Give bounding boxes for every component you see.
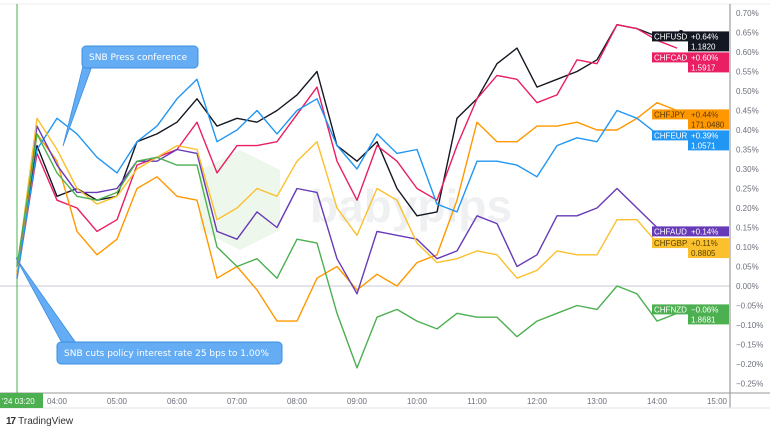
x-tick-label: 12:00 bbox=[527, 397, 548, 406]
tradingview-logo[interactable]: 17 TradingView bbox=[6, 416, 73, 427]
brand-label: TradingView bbox=[18, 416, 74, 427]
series-value-tag bbox=[688, 109, 729, 130]
watermark-hexagon-icon bbox=[200, 150, 280, 250]
x-tick-label: 13:00 bbox=[587, 397, 608, 406]
callout-text: SNB cuts policy interest rate 25 bps to … bbox=[64, 349, 269, 359]
series-name-tag bbox=[652, 52, 688, 63]
x-tick-label: 06:00 bbox=[167, 397, 188, 406]
x-tick-label: 11:00 bbox=[467, 397, 487, 406]
series-line-chfeur[interactable] bbox=[16, 78, 677, 279]
y-tick-label: −0.10% bbox=[736, 321, 763, 330]
series-price-label: 0.8805 bbox=[691, 249, 716, 258]
series-name-tag bbox=[652, 238, 688, 249]
y-tick-label: −0.15% bbox=[736, 341, 763, 350]
y-tick-label: −0.05% bbox=[736, 302, 763, 311]
series-line-chfaud[interactable] bbox=[16, 125, 678, 295]
callout-text: SNB Press conference bbox=[89, 53, 188, 63]
x-tick-label: 05:00 bbox=[107, 397, 128, 406]
y-tick-label: −0.25% bbox=[736, 380, 763, 389]
series-name-label: CHFAUD bbox=[654, 227, 687, 236]
series-change-label: −0.06% bbox=[691, 305, 718, 314]
y-tick-label: 0.50% bbox=[736, 87, 759, 96]
y-tick-label: −0.20% bbox=[736, 360, 763, 369]
series-price-label: 171.0480 bbox=[691, 120, 725, 129]
crosshair-time-label: '24 03:20 bbox=[2, 397, 35, 406]
series-name-tag bbox=[652, 304, 688, 315]
series-name-tag bbox=[652, 109, 688, 120]
series-price-label: 1.5917 bbox=[691, 63, 716, 72]
series-name-tag bbox=[652, 130, 688, 141]
series-value-tag bbox=[688, 226, 729, 237]
series-name-tag bbox=[652, 226, 688, 237]
x-tick-label: 07:00 bbox=[227, 397, 248, 406]
series-value-tag bbox=[688, 52, 729, 73]
y-tick-label: 0.70% bbox=[736, 9, 759, 18]
crosshair-time-badge bbox=[0, 393, 43, 408]
series-change-label: +0.44% bbox=[691, 110, 718, 119]
x-tick-label: 04:00 bbox=[47, 397, 68, 406]
series-price-label: 1.8681 bbox=[691, 315, 716, 324]
series-price-label: 1.1820 bbox=[691, 42, 716, 51]
series-value-tag bbox=[688, 238, 729, 259]
y-tick-label: 0.60% bbox=[736, 48, 759, 57]
y-tick-label: 0.65% bbox=[736, 29, 759, 38]
y-tick-label: 0.45% bbox=[736, 107, 759, 116]
series-change-label: +0.14% bbox=[691, 227, 718, 236]
y-tick-label: 0.05% bbox=[736, 263, 759, 272]
series-name-label: CHFUSD bbox=[654, 32, 688, 41]
series-name-label: CHFGBP bbox=[654, 239, 687, 248]
callout-press-conference[interactable] bbox=[81, 45, 199, 69]
watermark-logo: babypips bbox=[310, 180, 512, 232]
series-change-label: +0.60% bbox=[691, 53, 718, 62]
tradingview-logo-icon: 17 bbox=[6, 416, 16, 427]
series-line-chfcad[interactable] bbox=[16, 24, 678, 279]
series-change-label: +0.64% bbox=[691, 32, 718, 41]
x-tick-label: 15:00 bbox=[707, 397, 728, 406]
y-tick-label: 0.00% bbox=[736, 282, 759, 291]
series-name-tag bbox=[652, 31, 688, 42]
series-line-chfjpy[interactable] bbox=[16, 101, 678, 322]
y-tick-label: 0.55% bbox=[736, 68, 759, 77]
series-name-label: CHFNZD bbox=[654, 305, 687, 314]
x-tick-label: 14:00 bbox=[647, 397, 668, 406]
series-change-label: +0.11% bbox=[691, 239, 718, 248]
series-line-chfnzd[interactable] bbox=[16, 133, 678, 369]
series-value-tag bbox=[688, 130, 729, 151]
x-tick-label: 10:00 bbox=[407, 397, 428, 406]
y-tick-label: 0.25% bbox=[736, 185, 759, 194]
series-change-label: +0.39% bbox=[691, 131, 718, 140]
series-price-label: 1.0571 bbox=[691, 141, 716, 150]
callout-rate-cut[interactable] bbox=[56, 341, 283, 365]
y-tick-label: 0.10% bbox=[736, 243, 759, 252]
series-name-label: CHFCAD bbox=[654, 53, 688, 62]
series-name-label: CHFEUR bbox=[654, 131, 688, 140]
y-tick-label: 0.40% bbox=[736, 126, 759, 135]
series-value-tag bbox=[688, 31, 729, 52]
y-tick-label: 0.15% bbox=[736, 224, 759, 233]
x-tick-label: 09:00 bbox=[347, 397, 368, 406]
series-value-tag bbox=[688, 304, 729, 325]
y-tick-label: 0.30% bbox=[736, 165, 759, 174]
y-tick-label: 0.20% bbox=[736, 204, 759, 213]
y-tick-label: 0.35% bbox=[736, 146, 759, 155]
series-line-chfgbp[interactable] bbox=[16, 117, 678, 279]
series-name-label: CHFJPY bbox=[654, 110, 686, 119]
series-line-chfusd[interactable] bbox=[16, 24, 678, 267]
x-tick-label: 08:00 bbox=[287, 397, 308, 406]
